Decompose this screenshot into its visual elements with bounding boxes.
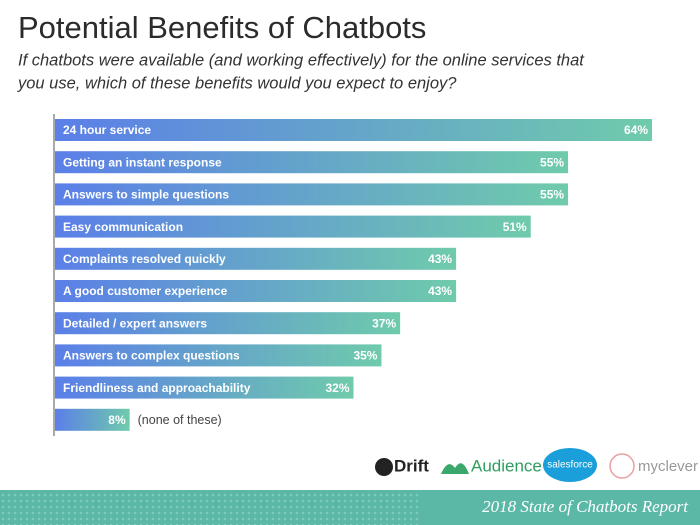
category-label: 24 hour service	[63, 123, 151, 137]
category-label: A good customer experience	[63, 284, 228, 298]
category-label: Answers to simple questions	[63, 188, 229, 202]
footer-pattern	[0, 490, 420, 525]
bar	[55, 215, 531, 238]
bar	[55, 280, 457, 302]
subtitle: If chatbots were available (and working …	[18, 51, 585, 69]
bar	[55, 183, 569, 206]
category-label: Friendliness and approachability	[63, 381, 251, 395]
value-label: 55%	[540, 188, 564, 202]
logo-icon	[375, 458, 393, 476]
bar	[55, 312, 401, 335]
footer-text: 2018 State of Chatbots Report	[482, 497, 689, 516]
bar	[55, 376, 354, 399]
value-label: 37%	[372, 316, 396, 330]
value-label: 32%	[325, 381, 349, 395]
category-label: Answers to complex questions	[63, 349, 240, 363]
category-label: Complaints resolved quickly	[63, 252, 226, 266]
category-label: (none of these)	[138, 413, 222, 427]
value-label: 64%	[624, 123, 648, 137]
category-label: Easy communication	[63, 220, 183, 234]
category-label: Detailed / expert answers	[63, 316, 207, 330]
value-label: 51%	[503, 220, 527, 234]
value-label: 43%	[428, 252, 452, 266]
logo: salesforce	[547, 460, 593, 471]
chart-title: Potential Benefits of Chatbots	[18, 10, 426, 45]
bar	[55, 247, 457, 270]
value-label: 8%	[108, 413, 126, 427]
subtitle: you use, which of these benefits would y…	[17, 74, 457, 92]
value-label: 35%	[353, 349, 377, 363]
logo: myclever	[638, 458, 698, 475]
logo-icon	[543, 448, 597, 482]
logo: Drift	[394, 456, 429, 475]
value-label: 43%	[428, 284, 452, 298]
logo-icon	[609, 453, 635, 479]
logo: Audience	[471, 456, 542, 475]
bar	[55, 151, 569, 174]
value-label: 55%	[540, 155, 564, 169]
logos: Drift Audience salesforce myclever	[375, 448, 698, 482]
category-label: Getting an instant response	[63, 155, 222, 169]
bar	[55, 408, 130, 431]
logo-icon	[441, 463, 469, 474]
bar	[55, 119, 652, 141]
bar	[55, 344, 382, 367]
